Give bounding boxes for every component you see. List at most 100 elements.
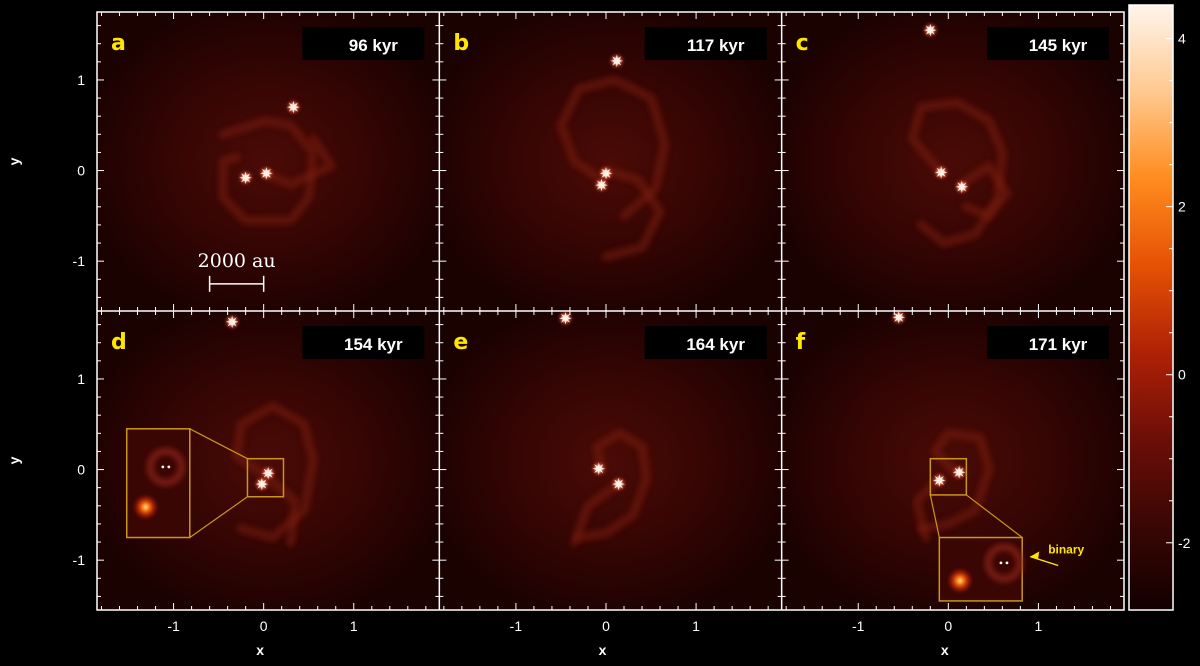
x-tick-label: -1: [167, 618, 180, 634]
star-marker: [932, 473, 946, 487]
colorbar-tick-label: 4: [1178, 31, 1186, 47]
time-box: [987, 27, 1109, 60]
star-marker: [255, 477, 269, 491]
x-tick-label: 1: [1035, 618, 1043, 634]
zoom-inset: binary: [929, 457, 1085, 602]
time-box: [644, 326, 767, 359]
star-marker: [892, 310, 906, 324]
gas-filament: [957, 161, 1012, 221]
panel-d: d 154 kyr: [97, 311, 440, 610]
binary-star: [999, 561, 1003, 565]
gas-filament: [556, 75, 670, 221]
zoom-region-box: [246, 457, 285, 498]
panel-label: b: [453, 31, 469, 56]
arrow-head: [1030, 551, 1040, 559]
time-box: [302, 27, 425, 60]
inset-ring: [984, 543, 1024, 583]
gas-filament: [912, 474, 944, 542]
time-label: 171 kyr: [1029, 335, 1088, 354]
star-marker: [955, 180, 969, 194]
time-label: 145 kyr: [1029, 36, 1088, 55]
panel-density-map: [439, 311, 782, 610]
star-marker: [612, 477, 626, 491]
x-axis-label: x: [256, 642, 264, 658]
y-tick-label: 0: [77, 163, 85, 179]
x-tick-label: 1: [692, 618, 700, 634]
zoom-connector: [929, 494, 940, 538]
binary-star: [161, 465, 165, 469]
y-tick-label: 0: [77, 462, 85, 478]
colorbar: 4 2 0 -2: [1128, 4, 1191, 611]
binary-star: [1005, 561, 1009, 565]
gas-filament: [916, 428, 994, 533]
star-marker: [239, 171, 253, 185]
colorbar-gradient: [1128, 4, 1174, 611]
colorbar-tick-label: 0: [1178, 367, 1186, 383]
panel-ticks: [439, 311, 782, 610]
x-axis-label: x: [599, 642, 607, 658]
panel-density-map: [97, 12, 440, 311]
panel-label: d: [111, 330, 127, 355]
star-marker: [952, 465, 966, 479]
panel-e: e 164 kyr: [439, 309, 782, 610]
panel-label: c: [796, 31, 809, 56]
x-tick-label: -1: [852, 618, 865, 634]
star-marker: [610, 54, 624, 68]
binary-annotation-arrow: [1029, 555, 1059, 567]
y-tick-label: 1: [77, 371, 85, 387]
gas-filament: [907, 98, 1007, 248]
scale-bar: 2000 au: [198, 250, 276, 292]
binary-annotation-label: binary: [1048, 543, 1084, 557]
gas-filament: [218, 116, 318, 225]
inset-ring: [146, 447, 186, 487]
y-tick-label: -1: [73, 552, 86, 568]
star-marker: [286, 100, 300, 114]
colorbar-tick-label: 2: [1178, 199, 1186, 215]
gas-filament: [232, 401, 318, 542]
time-box: [302, 326, 425, 359]
panel-c: c 145 kyr: [781, 12, 1124, 311]
y-axis-label: y: [6, 456, 22, 464]
panel-label: f: [796, 330, 806, 355]
panel-label: a: [111, 31, 126, 56]
gas-filament: [263, 134, 336, 189]
x-axis-label: x: [941, 642, 949, 658]
star-marker: [559, 311, 572, 325]
zoom-connector: [189, 496, 248, 539]
time-box: [644, 27, 767, 60]
time-label: 117 kyr: [687, 36, 745, 55]
gas-filament: [601, 166, 665, 262]
x-tick-label: 1: [350, 618, 358, 634]
x-tick-label: -1: [510, 618, 523, 634]
scale-bar-label: 2000 au: [198, 250, 276, 272]
star-marker: [592, 462, 606, 476]
panel-a: a 96 kyr 2000 au: [97, 12, 440, 311]
panel-f: f 171 kyr binary: [781, 308, 1124, 610]
star-marker: [259, 166, 273, 180]
time-label: 164 kyr: [686, 335, 745, 354]
time-box: [987, 326, 1109, 359]
inset-bright-source: [946, 566, 974, 595]
binary-star: [167, 465, 171, 469]
gas-filament: [570, 478, 624, 547]
y-tick-label: 1: [77, 72, 85, 88]
inset-bright-source: [131, 493, 160, 521]
y-axis-label: y: [6, 157, 22, 165]
x-tick-label: 0: [602, 618, 610, 634]
time-label: 96 kyr: [349, 36, 399, 55]
time-label: 154 kyr: [344, 335, 403, 354]
zoom-connector: [965, 494, 1023, 538]
zoom-inset: [125, 428, 285, 539]
gas-filament: [574, 428, 651, 542]
star-marker: [225, 315, 239, 329]
x-tick-label: 0: [260, 618, 268, 634]
zoom-connector: [189, 428, 248, 460]
panel-density-map: [781, 12, 1124, 311]
panel-grid: a 96 kyr 2000 au b 117 kyr c 145 kyr d 154 kyr e 1…: [97, 12, 1124, 610]
colorbar-tick-label: -2: [1178, 535, 1191, 551]
gas-filament: [263, 474, 300, 547]
panel-label: e: [453, 330, 468, 355]
star-marker: [934, 165, 948, 179]
zoom-region-box: [929, 457, 968, 496]
